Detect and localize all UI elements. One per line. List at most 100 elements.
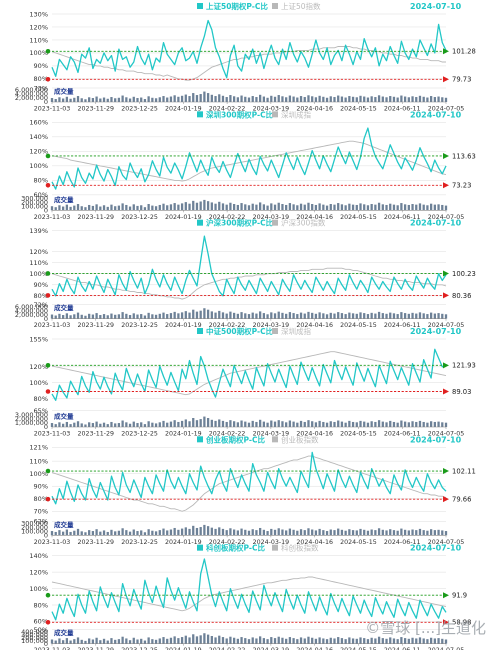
x-tick-label: 2023-11-29 (77, 539, 114, 546)
volume-bar (392, 530, 396, 536)
volume-bar (418, 420, 422, 427)
volume-bar (140, 314, 143, 319)
volume-bar (366, 422, 370, 427)
volume-bar (162, 96, 165, 102)
volume-bar (80, 98, 83, 102)
volume-bar (285, 530, 288, 536)
volume-bar (255, 97, 258, 102)
volume-bar (210, 94, 213, 102)
volume-bar (125, 97, 128, 102)
volume-bar (244, 638, 247, 644)
volume-bar (273, 313, 277, 319)
volume-bar (415, 530, 418, 536)
lower-value-label: 89.03 (452, 388, 471, 396)
volume-bar (400, 528, 403, 536)
volume-bar (169, 313, 173, 319)
volume-bar (65, 638, 69, 644)
volume-bar (433, 638, 436, 644)
legend-swatch-index (272, 544, 278, 551)
volume-bar (389, 312, 392, 319)
volume-bar (392, 638, 396, 644)
volume-bar (62, 423, 65, 427)
volume-bar (337, 95, 340, 102)
volume-bar (396, 97, 399, 102)
volume-bar (143, 207, 147, 211)
y-tick-label: 140% (29, 133, 48, 141)
volume-bar (299, 637, 303, 644)
x-tick-label: 2024-07-05 (428, 214, 465, 221)
series-ratio-line (51, 348, 447, 401)
x-tick-label: 2024-06-11 (384, 539, 421, 546)
watermark: ©雪球 [...]生道化 (365, 619, 486, 637)
volume-bar (411, 637, 414, 644)
x-tick-label: 2024-02-22 (209, 539, 246, 546)
x-tick-label: 2024-03-19 (253, 539, 290, 546)
volume-bar (76, 528, 80, 536)
upper-value-label: 101.28 (452, 48, 476, 56)
volume-bar (400, 420, 403, 427)
volume-bar (192, 93, 195, 102)
y-tick-label: 80% (34, 601, 48, 609)
volume-bar (240, 420, 243, 427)
volume-bar (147, 637, 150, 644)
volume-label: 成交量 (54, 520, 74, 529)
volume-bar (195, 420, 199, 427)
volume-bar (325, 422, 329, 427)
volume-bar (307, 311, 310, 319)
x-tick-label: 2024-07-05 (428, 106, 465, 113)
volume-bar (132, 421, 135, 427)
volume-bar (337, 528, 340, 536)
volume-tick-label: 100,000 (21, 637, 48, 645)
volume-bar (351, 530, 355, 536)
volume-bar (121, 636, 124, 644)
volume-bar (377, 636, 381, 644)
volume-bar (314, 313, 318, 319)
volume-bar (203, 633, 206, 644)
volume-bar (251, 96, 254, 102)
volume-bar (426, 97, 429, 102)
volume-bar (307, 202, 310, 211)
volume-tick-label: 4,000,000 (15, 307, 48, 315)
volume-bar (262, 638, 266, 644)
volume-bar (162, 420, 165, 427)
y-tick-label: 110% (29, 36, 48, 44)
volume-bar (251, 312, 254, 319)
y-tick-label: 70% (34, 508, 48, 516)
volume-bar (337, 312, 340, 319)
volume-bar (128, 640, 132, 644)
volume-bar (325, 205, 329, 211)
volume-bar (240, 95, 243, 102)
volume-bar (166, 205, 169, 211)
volume-bar (162, 203, 165, 211)
volume-bar (441, 638, 444, 644)
volume-bar (411, 529, 414, 536)
volume-bar (325, 531, 329, 536)
volume-bar (188, 421, 191, 427)
volume-bar (84, 424, 87, 427)
volume-bar (84, 99, 87, 102)
volume-bar (437, 421, 440, 427)
volume-bar (363, 421, 366, 427)
chart-date: 2024-07-10 (410, 327, 462, 336)
x-tick-label: 2023-11-03 (34, 214, 71, 221)
upper-arrow-icon (443, 270, 449, 277)
volume-bar (325, 314, 329, 319)
volume-bar (351, 96, 355, 102)
volume-bar (337, 637, 340, 644)
upper-value-label: 113.63 (452, 152, 476, 160)
volume-bar (210, 636, 213, 644)
volume-bar (128, 315, 132, 319)
lower-arrow-icon (443, 388, 449, 395)
volume-bar (396, 422, 399, 427)
volume-bar (221, 528, 225, 536)
legend-index-label: 深圳成指 (281, 109, 311, 119)
volume-bar (188, 203, 191, 211)
y-tick-label: 110% (29, 259, 48, 267)
volume-bar (344, 205, 347, 211)
volume-bar (169, 637, 173, 644)
y-tick-label: 90% (34, 281, 48, 289)
volume-tick-label: 300,000 (21, 195, 48, 203)
volume-bar (262, 204, 266, 211)
x-tick-label: 2023-11-29 (77, 647, 114, 650)
volume-bar (210, 527, 213, 536)
